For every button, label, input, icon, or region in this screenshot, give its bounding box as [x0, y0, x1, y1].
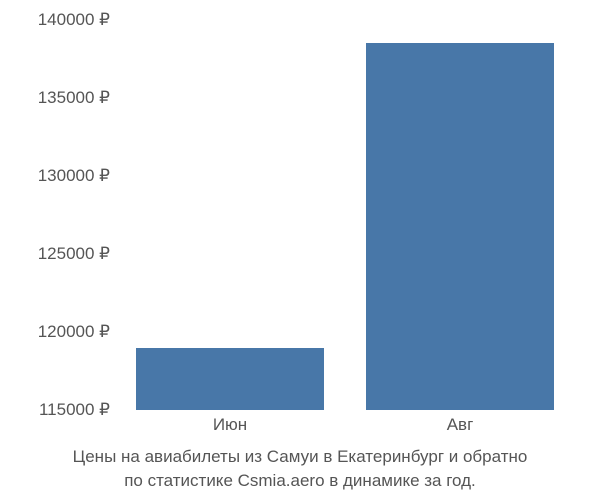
price-chart: 115000 ₽ 120000 ₽ 125000 ₽ 130000 ₽ 1350… [0, 0, 600, 500]
y-tick-label: 135000 ₽ [38, 88, 110, 108]
chart-caption: Цены на авиабилеты из Самуи в Екатеринбу… [0, 445, 600, 493]
y-tick-label: 115000 ₽ [39, 400, 110, 420]
y-tick-label: 140000 ₽ [38, 10, 110, 30]
x-tick-label: Авг [447, 415, 474, 435]
y-tick-label: 130000 ₽ [38, 166, 110, 186]
bar [136, 348, 324, 410]
y-tick-label: 125000 ₽ [38, 244, 110, 264]
bar [366, 43, 554, 410]
y-tick-label: 120000 ₽ [38, 322, 110, 342]
caption-line-1: Цены на авиабилеты из Самуи в Екатеринбу… [0, 445, 600, 469]
caption-line-2: по статистике Csmia.aero в динамике за г… [0, 469, 600, 493]
x-tick-label: Июн [213, 415, 247, 435]
